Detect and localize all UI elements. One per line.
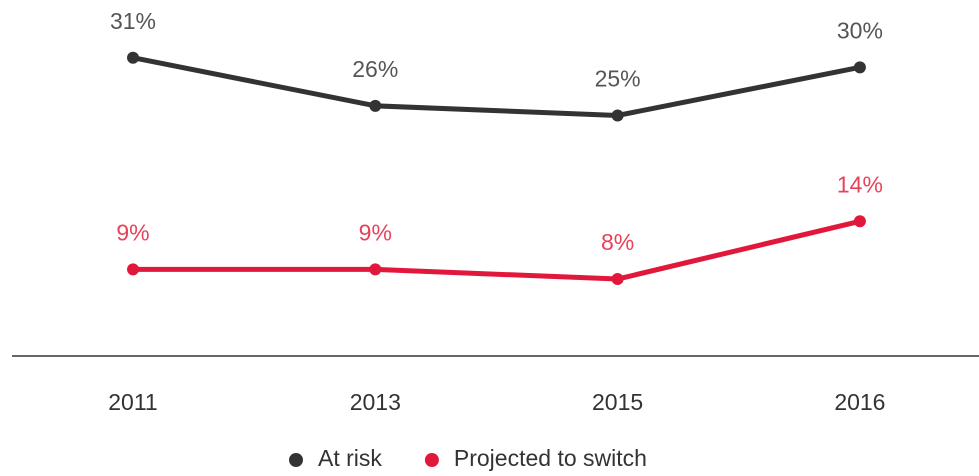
data-label: 14% [837,171,883,197]
x-tick-label: 2013 [350,389,401,415]
series-line [132,55,861,118]
legend-marker [424,453,439,467]
data-label: 31% [110,8,156,34]
legend-label: At risk [318,445,382,471]
data-point [611,109,624,122]
x-tick-label: 2016 [834,389,885,415]
data-label: 9% [359,219,392,245]
data-point [369,263,382,276]
legend-marker [289,453,303,467]
data-point [853,61,866,74]
series-line [133,218,861,282]
data-point [853,215,866,228]
x-tick-label: 2015 [592,389,643,415]
data-label: 9% [116,219,149,245]
x-tick-label: 2011 [108,389,157,415]
data-point [127,51,139,64]
data-label: 30% [837,17,883,43]
legend-label: Projected to switch [454,445,647,471]
data-point [611,273,624,286]
data-point [127,263,139,276]
data-label: 25% [595,66,641,92]
data-label: 8% [601,229,634,255]
data-point [369,99,382,112]
data-label: 26% [352,56,398,82]
